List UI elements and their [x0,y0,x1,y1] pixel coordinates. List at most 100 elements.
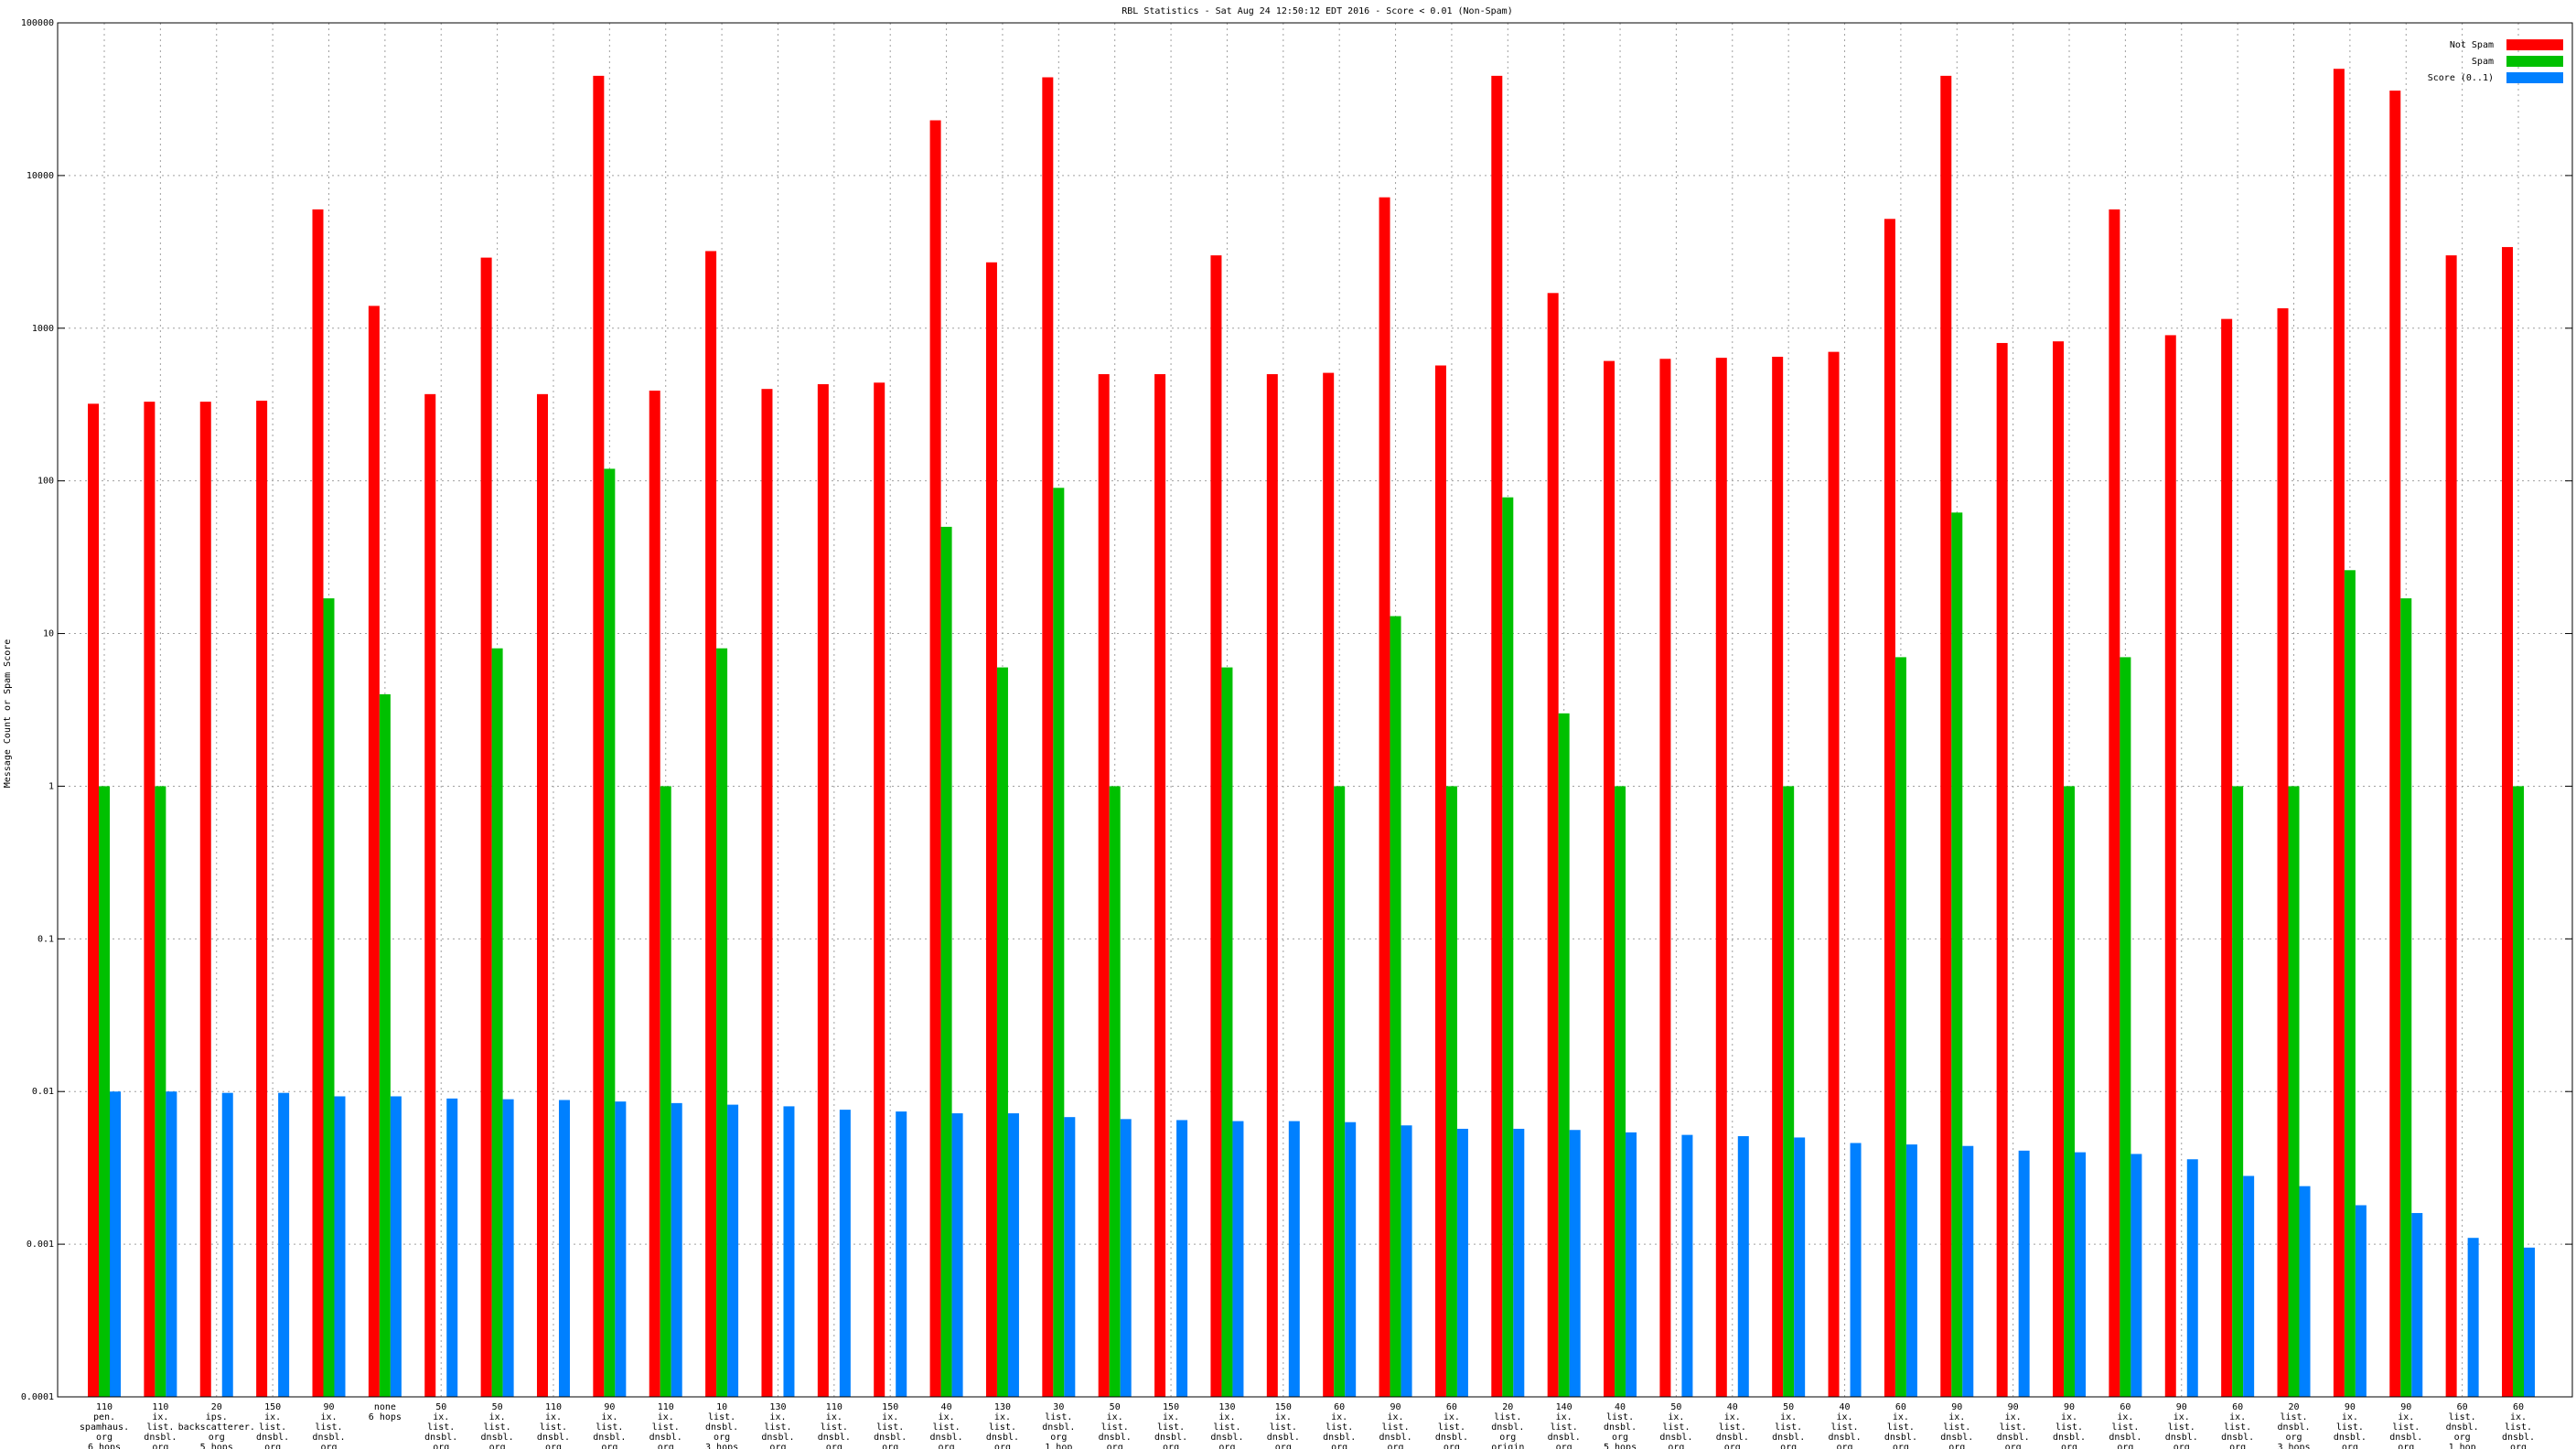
bar [2120,657,2131,1397]
x-tick-label-line: list. [2449,1412,2476,1422]
bar [1502,497,1514,1397]
x-tick-label-line: ix. [1218,1412,1235,1422]
x-tick-label-line: org [2117,1443,2133,1449]
x-tick-label-line: 90 [604,1402,615,1412]
x-tick-label-line: list. [1326,1422,1353,1433]
x-tick-label-line: org [2229,1443,2246,1449]
x-tick-label-line: 60 [2120,1402,2131,1412]
x-tick-label-line: 20 [1502,1402,1513,1412]
x-tick-label-line: list. [427,1422,455,1433]
bar [1434,365,1446,1398]
x-tick-label-line: 5 hops [200,1443,233,1449]
x-tick-label-line: list. [259,1422,286,1433]
x-tick-label-line: 6 hops [88,1443,121,1449]
bar [491,648,503,1397]
x-tick-label-line: list. [484,1422,511,1433]
x-tick-label-line: ix. [489,1412,506,1422]
bar [2445,255,2457,1397]
bar [1221,667,1233,1397]
bar [2299,1186,2311,1397]
x-tick-label-line: list. [1887,1422,1915,1433]
x-tick-label-line: ix. [1893,1412,1909,1422]
legend-swatch [2506,56,2563,67]
x-tick-label-line: dnsbl. [1267,1433,1300,1443]
x-tick-label: 20 list. dnsbl. org origin [1491,1402,1524,1449]
bar [615,1101,627,1397]
x-tick-label-line: org [601,1443,617,1449]
x-tick-label-line: 60 [1334,1402,1345,1412]
x-tick-label-line: backscatterer. [178,1422,255,1433]
x-tick-label-line: org [1218,1443,1235,1449]
x-tick-label-line: org [209,1433,225,1443]
x-tick-label-line: list. [1270,1422,1297,1433]
x-tick-label-line: org [1724,1443,1741,1449]
x-tick-label-line: ix. [320,1412,337,1422]
x-tick-label-line: dnsbl. [2221,1433,2254,1443]
bar [896,1111,907,1397]
x-tick-label-line: dnsbl. [1435,1433,1468,1443]
x-tick-label-line: dnsbl. [1716,1433,1749,1443]
x-tick-label-line: dnsbl. [481,1433,514,1443]
x-tick-label-line: org [2510,1443,2527,1449]
bar [2064,786,2076,1397]
x-tick-label-line: dnsbl. [705,1422,738,1433]
x-tick-label-line: org [320,1443,337,1449]
bar [2232,786,2244,1397]
x-tick-label-line: org [1837,1443,1853,1449]
y-tick-label: 100 [38,477,54,487]
x-tick-label-line: ix. [1107,1412,1123,1422]
x-tick-label-line: dnsbl. [1099,1433,1132,1443]
x-tick-label-line: 110 [96,1402,113,1412]
bar [1547,293,1559,1398]
bar [1379,197,1390,1398]
bar [155,786,166,1397]
bar [2411,1213,2423,1397]
bar [716,648,728,1397]
bar [929,120,941,1398]
bar [480,257,492,1398]
bar [2131,1154,2142,1397]
x-tick-label-line: org [2454,1433,2471,1443]
bar [761,389,773,1397]
x-tick-label-line: 1 hop [1045,1443,1072,1449]
x-tick-label-line: ix. [1444,1412,1460,1422]
x-tick-label-line: list. [1382,1422,1410,1433]
bar [558,1100,570,1397]
bar [1681,1134,1693,1397]
x-tick-label-line: dnsbl. [1323,1433,1356,1443]
x-tick-label-line: ix. [769,1412,786,1422]
x-tick-label-line: ix. [264,1412,281,1422]
x-tick-label-line: 50 [435,1402,446,1412]
x-tick-label-line: list. [540,1422,567,1433]
bar [502,1099,514,1397]
y-tick-label: 10000 [27,171,54,181]
bar [2018,1150,2030,1397]
x-tick-label-line: dnsbl. [1604,1422,1637,1433]
x-tick-label-line: 6 hops [369,1412,402,1422]
bar [1737,1136,1749,1397]
x-tick-label-line: 60 [1895,1402,1906,1412]
bar [1232,1121,1244,1397]
x-tick-label-line: org [714,1433,730,1443]
x-tick-label-line: dnsbl. [2446,1422,2479,1433]
bar [1042,77,1054,1397]
bar [446,1098,458,1397]
bar [110,1091,121,1397]
x-tick-label: 110 pen. spamhaus. org 6 hops [80,1402,129,1449]
bar [1940,75,1952,1397]
x-tick-label-line: list. [596,1422,623,1433]
x-tick-label-line: ix. [658,1412,674,1422]
x-tick-label-line: org [2174,1443,2190,1449]
x-tick-label-line: ix. [2061,1412,2077,1422]
bar [985,262,997,1397]
